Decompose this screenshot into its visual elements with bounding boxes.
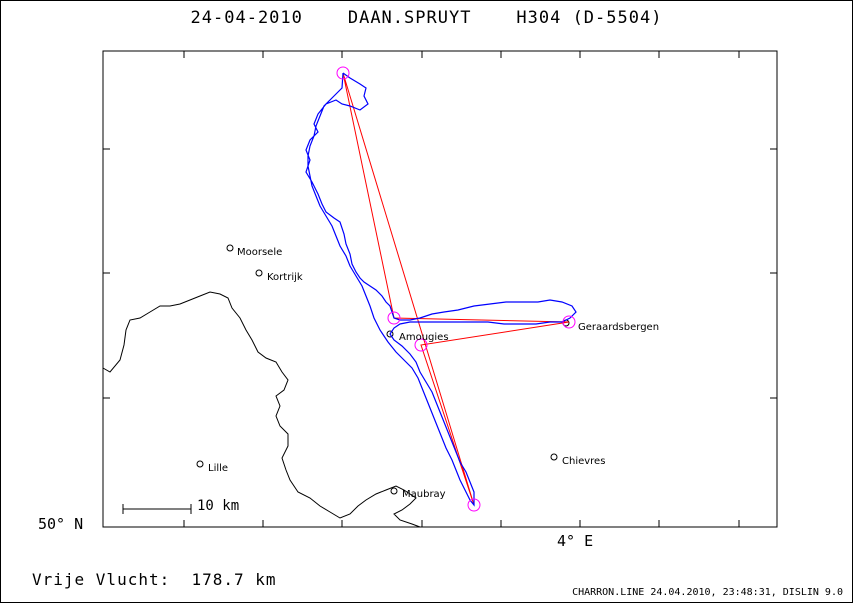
maubray-marker [390,487,398,495]
moorsele-marker [226,244,234,252]
place-label-geraardsbergen: Geraardsbergen [578,322,660,333]
place-label-amougies: Amougies [399,332,449,343]
distance-label: Vrije Vlucht: [32,570,171,589]
place-label-kortrijk: Kortrijk [267,272,303,283]
page-title: 24-04-2010 DAAN.SPRUYT H304 (D-5504) [0,8,853,28]
footer-info: CHARRON.LINE 24.04.2010, 23:48:31, DISLI… [572,587,843,598]
axis-ticks [103,51,777,527]
flight-date: 24-04-2010 [190,8,303,28]
scale-bar [122,504,192,514]
place-label-lille: Lille [208,463,229,474]
glider-id: H304 (D-5504) [516,8,663,28]
scale-bar-label: 10 km [197,498,240,514]
turnpoint-2 [387,311,401,325]
flight-distance: Vrije Vlucht: 178.7 km [32,570,277,589]
town-markers [196,244,570,495]
longitude-label: 4° E [557,532,594,550]
kortrijk-marker [255,269,263,277]
place-label-maubray: Maubray [402,489,446,500]
turnpoints [336,66,576,512]
task-lines [342,72,570,506]
place-label-chievres: Chievres [562,456,606,467]
chievres-marker [550,453,558,461]
map-frame [102,50,778,528]
latitude-label: 50° N [38,515,84,533]
lille-marker [196,460,204,468]
turnpoint-start [336,66,350,80]
turnpoint-3 [562,315,576,329]
distance-value: 178.7 km [191,570,277,589]
turnpoint-5 [467,498,481,512]
country-border [102,291,421,528]
turnpoint-4 [414,338,428,352]
pilot-name: DAAN.SPRUYT [347,8,472,28]
flight-track [305,72,577,507]
place-label-moorsele: Moorsele [237,247,283,258]
